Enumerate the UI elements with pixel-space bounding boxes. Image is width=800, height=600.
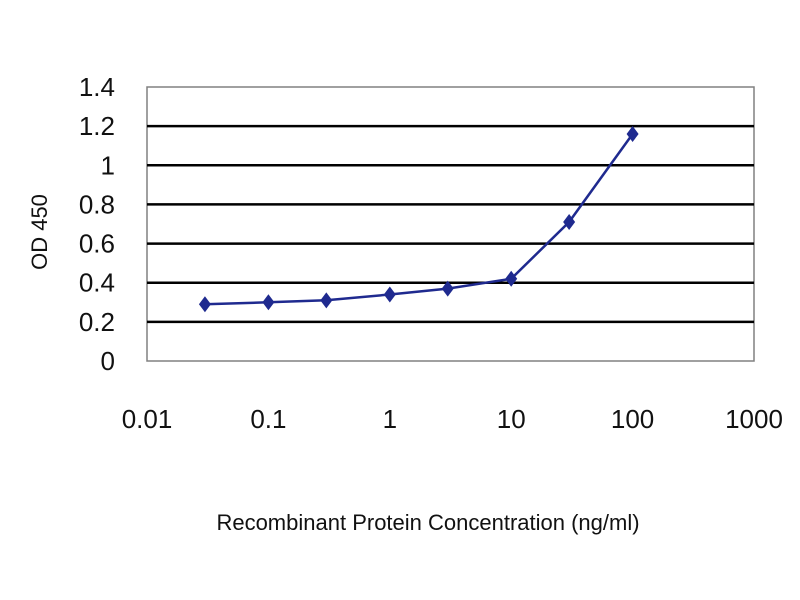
x-axis-title: Recombinant Protein Concentration (ng/ml… <box>216 510 639 535</box>
data-point <box>198 296 211 313</box>
gridlines <box>147 124 754 324</box>
data-point <box>505 270 518 287</box>
data-point <box>383 286 396 303</box>
data-point <box>262 294 275 311</box>
y-tick-label: 0.2 <box>79 307 115 337</box>
y-tick-label: 0.6 <box>79 229 115 259</box>
y-tick-labels: 0 0.2 0.4 0.6 0.8 1 1.2 1.4 <box>79 72 115 376</box>
y-tick-label: 0 <box>101 346 115 376</box>
y-axis-title: OD 450 <box>27 194 52 270</box>
series-line <box>204 133 634 306</box>
y-tick-label: 1.2 <box>79 111 115 141</box>
x-tick-labels: 0.01 0.1 1 10 100 1000 <box>122 404 783 434</box>
data-point <box>441 280 454 297</box>
data-point <box>563 214 576 231</box>
x-tick-label: 0.1 <box>250 404 286 434</box>
y-tick-label: 0.8 <box>79 189 115 219</box>
y-tick-label: 1 <box>101 150 115 180</box>
data-point <box>626 125 639 142</box>
x-tick-label: 0.01 <box>122 404 173 434</box>
y-tick-label: 0.4 <box>79 268 115 298</box>
data-point <box>320 292 333 309</box>
x-tick-label: 1000 <box>725 404 783 434</box>
x-tick-label: 100 <box>611 404 654 434</box>
plot-area <box>146 86 755 362</box>
data-series <box>198 125 639 313</box>
x-tick-label: 10 <box>497 404 526 434</box>
y-tick-label: 1.4 <box>79 72 115 102</box>
x-tick-label: 1 <box>383 404 397 434</box>
